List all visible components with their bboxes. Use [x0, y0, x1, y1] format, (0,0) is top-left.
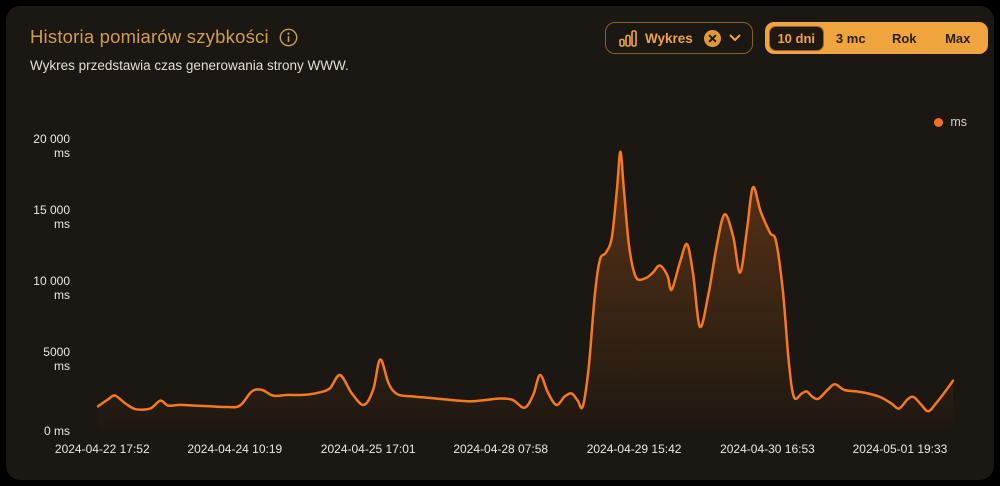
- range-button-3-mc[interactable]: 3 mc: [824, 26, 878, 51]
- x-axis-label: 2024-04-29 15:42: [586, 442, 682, 456]
- y-axis-label: 0 ms: [43, 423, 70, 438]
- page-subtitle: Wykres przedstawia czas generowania stro…: [30, 58, 349, 73]
- x-axis-label: 2024-04-30 16:53: [720, 442, 815, 456]
- speed-history-card: Historia pomiarów szybkości Wykres przed…: [6, 6, 994, 480]
- range-button-10-dni[interactable]: 10 dni: [768, 25, 824, 51]
- y-axis-label: 15 000 ms: [33, 203, 70, 232]
- bar-chart-icon: [619, 29, 637, 47]
- page-title: Historia pomiarów szybkości: [30, 26, 269, 47]
- y-axis-label: 10 000 ms: [33, 274, 70, 303]
- chart-area: [96, 150, 955, 431]
- legend[interactable]: ms: [934, 115, 967, 129]
- x-axis-label: 2024-04-25 17:01: [320, 442, 416, 456]
- series-area: [98, 151, 953, 431]
- x-axis-label: 2024-04-28 07:58: [453, 442, 549, 456]
- header: Historia pomiarów szybkości: [30, 26, 298, 48]
- chevron-down-icon: [729, 34, 741, 42]
- x-axis-label: 2024-04-24 10:19: [187, 442, 283, 456]
- y-axis-label: 5000 ms: [43, 345, 70, 374]
- legend-label: ms: [950, 115, 967, 129]
- range-button-rok[interactable]: Rok: [878, 26, 932, 51]
- chart-type-value: Wykres: [645, 30, 693, 46]
- time-range-switcher: 10 dni 3 mc Rok Max: [765, 22, 988, 54]
- legend-dot: [934, 117, 944, 127]
- y-axis-label: 20 000 ms: [33, 132, 70, 160]
- clear-selection-icon[interactable]: [704, 29, 721, 47]
- x-axis-label: 2024-04-22 17:52: [54, 442, 150, 456]
- info-icon[interactable]: [279, 28, 298, 47]
- x-axis-label: 2024-05-01 19:33: [852, 442, 948, 456]
- series-line[interactable]: [96, 150, 955, 413]
- range-button-max[interactable]: Max: [931, 26, 985, 51]
- chart-type-select[interactable]: Wykres: [605, 22, 753, 54]
